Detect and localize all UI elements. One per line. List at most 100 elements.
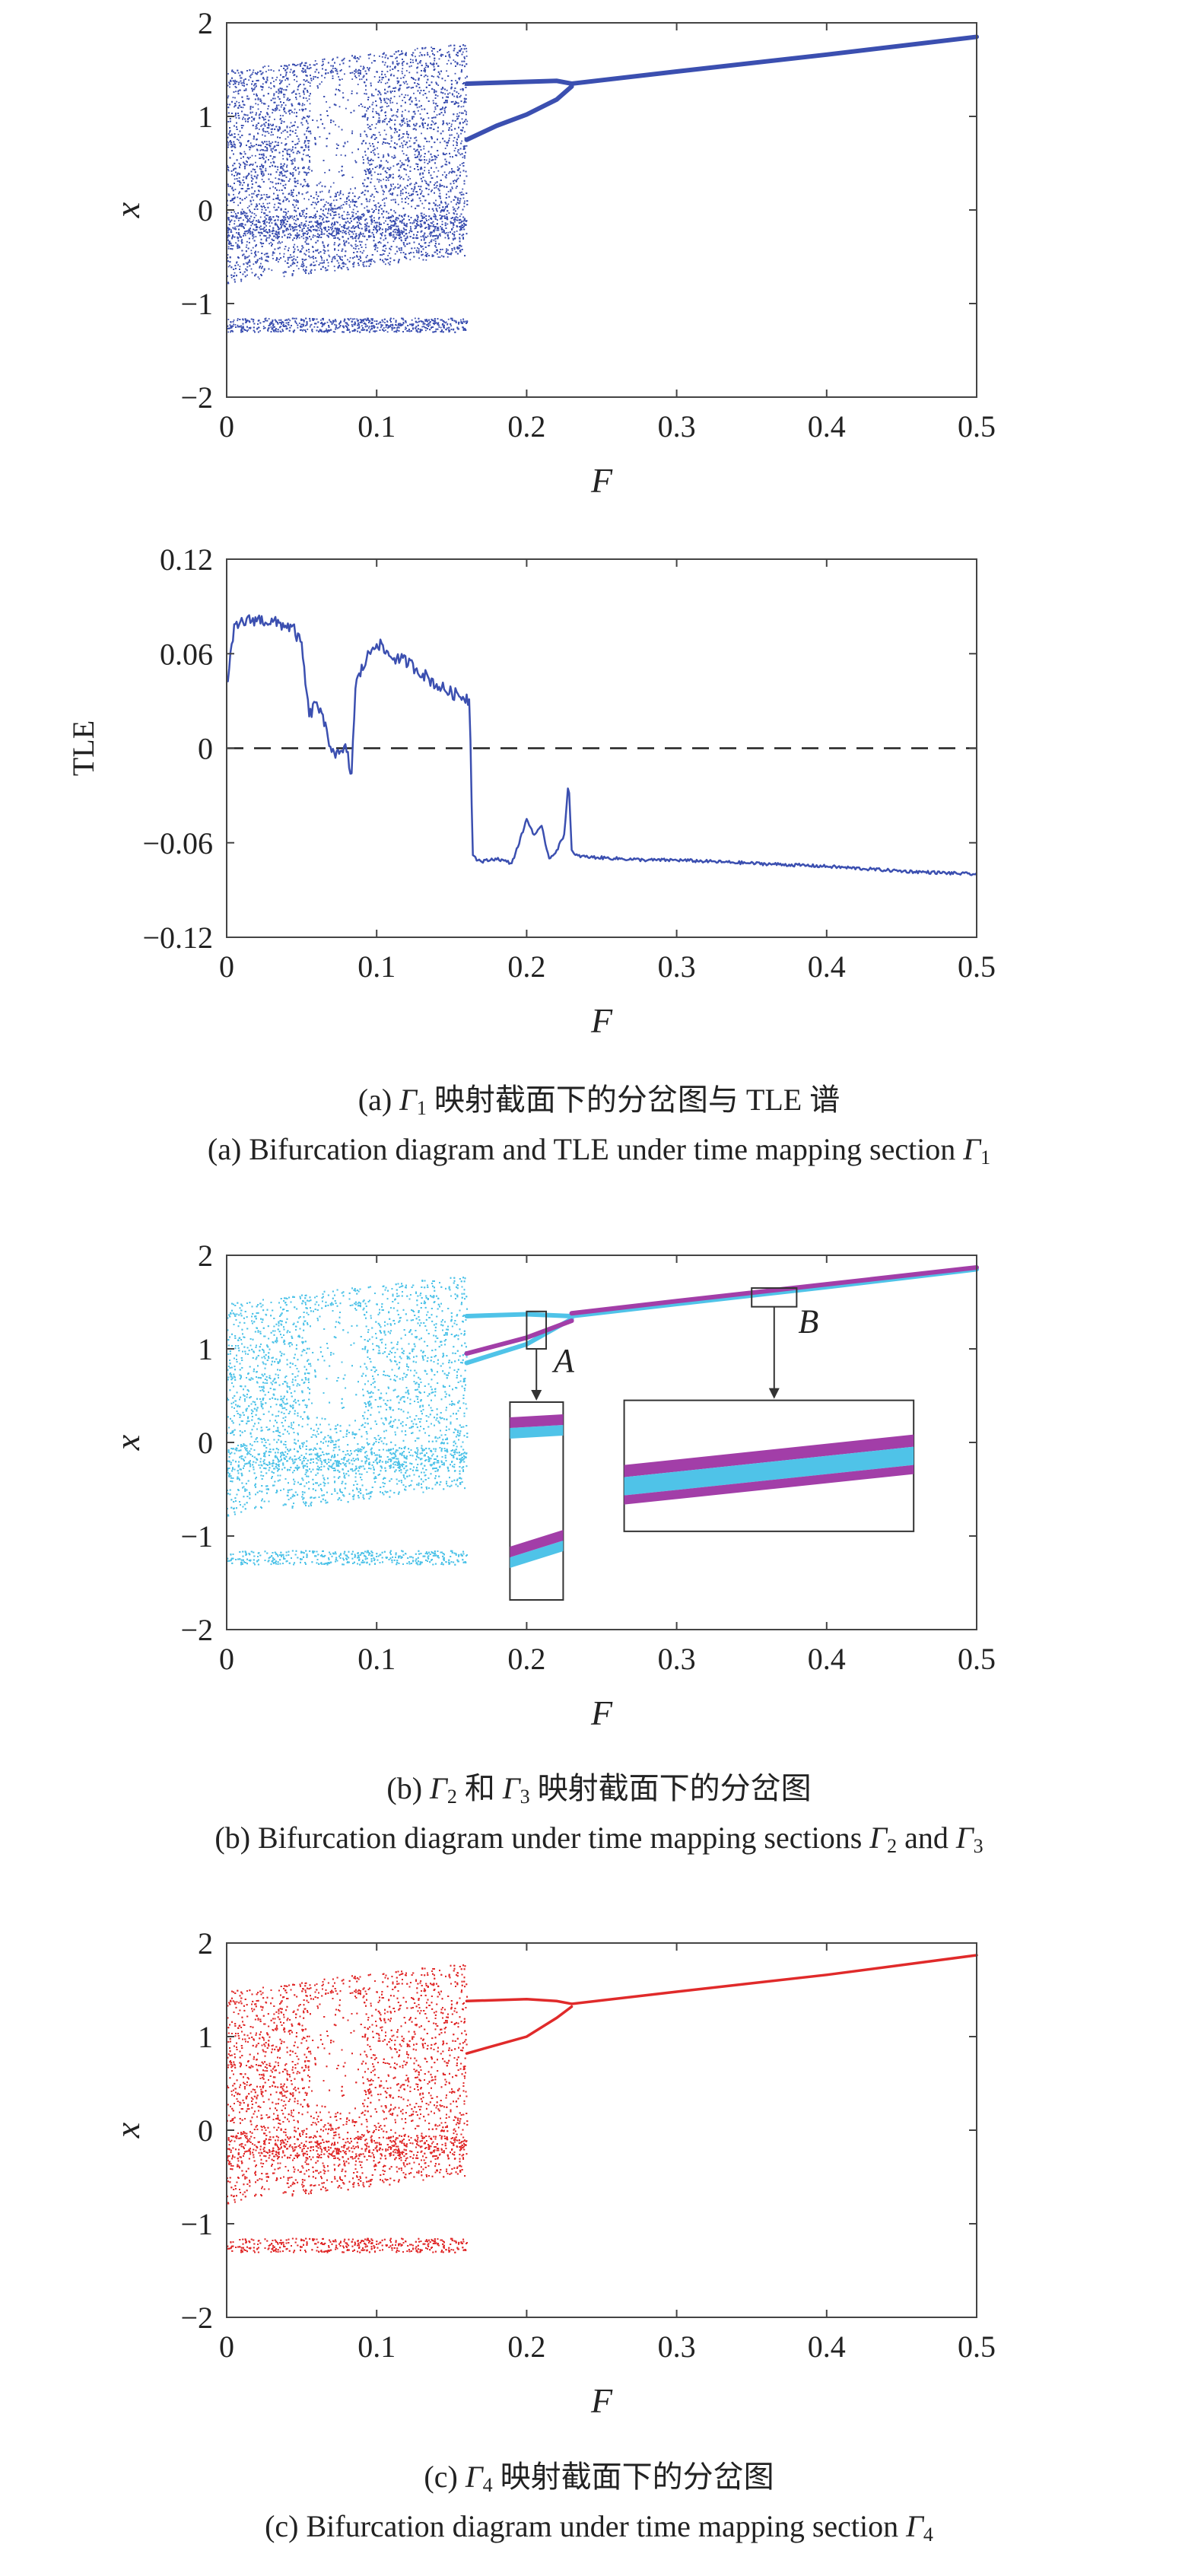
a-bifurcation-point: [351, 192, 354, 194]
a-bifurcation-point: [368, 69, 370, 72]
a-bifurcation-point: [434, 154, 435, 157]
a-bifurcation-point: [232, 97, 234, 99]
a-bifurcation-point: [402, 61, 404, 63]
a-bifurcation-point: [412, 199, 414, 201]
a-bifurcation-point: [424, 167, 426, 168]
a-bifurcation-point: [389, 119, 391, 121]
a-bifurcation-point: [348, 192, 350, 195]
a-bifurcation-point: [314, 229, 316, 231]
a-bifurcation-point: [352, 226, 354, 228]
a-bifurcation-point: [330, 65, 332, 67]
a-bifurcation-point: [396, 82, 399, 84]
a-bifurcation-point: [428, 244, 431, 246]
a-bifurcation-point: [316, 202, 319, 203]
a-bifurcation-point: [450, 156, 451, 157]
a-bifurcation-point: [392, 91, 394, 92]
a-bifurcation-point: [386, 66, 389, 68]
a-bifurcation-point: [376, 231, 377, 234]
a-bifurcation-point: [383, 121, 386, 122]
a-bifurcation-point: [456, 217, 459, 219]
a-bifurcation-point: [405, 173, 408, 176]
a-bifurcation-point: [446, 223, 449, 225]
a-bifurcation-point: [240, 325, 242, 327]
a-bifurcation-point: [447, 59, 450, 62]
a-bifurcation-point: [440, 255, 443, 257]
a-bifurcation-point: [242, 125, 244, 127]
a-bifurcation-point: [394, 67, 396, 69]
a-bifurcation-point: [241, 208, 243, 211]
a-bifurcation-point: [265, 199, 267, 201]
a-bifurcation-point: [423, 213, 425, 215]
a-bifurcation-point: [384, 263, 386, 266]
a-bifurcation-point: [359, 223, 361, 224]
a-bifurcation-point: [388, 325, 390, 326]
a-bifurcation-point: [300, 215, 303, 218]
a-bifurcation-point: [418, 248, 420, 250]
a-bifurcation-point: [234, 198, 236, 199]
a-bifurcation-point: [405, 70, 408, 72]
a-bifurcation-point: [405, 327, 408, 329]
a-bifurcation-point: [386, 102, 388, 104]
a-bifurcation-point: [351, 211, 353, 213]
a-bifurcation-point: [300, 248, 303, 250]
a-bifurcation-point: [246, 266, 249, 268]
a-bifurcation-point: [264, 216, 266, 218]
a-bifurcation-point: [227, 231, 230, 234]
a-bifurcation-point: [410, 228, 412, 231]
a-bifurcation-point: [241, 239, 243, 240]
a-bifurcation-point: [452, 226, 454, 228]
a-bifurcation-point: [261, 102, 263, 104]
a-bifurcation-point: [459, 237, 461, 239]
a-bifurcation-point: [453, 59, 455, 61]
a-bifurcation-point: [237, 90, 240, 92]
a-bifurcation-point: [370, 172, 371, 174]
a-bifurcation-point: [307, 229, 310, 231]
a-bifurcation-point: [399, 250, 401, 251]
a-bifurcation-point: [266, 144, 269, 145]
a-bifurcation-point: [290, 228, 292, 231]
a-bifurcation-point: [303, 184, 305, 186]
a-bifurcation-point: [414, 225, 416, 227]
a-bifurcation-point: [402, 72, 403, 75]
a-bifurcation-point: [427, 253, 428, 255]
a-bifurcation-point: [354, 237, 357, 240]
a-bifurcation-point: [405, 187, 407, 189]
a-bifurcation-point: [451, 134, 453, 136]
a-bifurcation-point: [265, 196, 268, 198]
a-bifurcation-point: [373, 200, 375, 202]
a-bifurcation-point: [236, 100, 238, 103]
a-bifurcation-point: [441, 221, 443, 223]
a-bifurcation-point: [433, 116, 435, 119]
a-bifurcation-point: [262, 326, 265, 328]
a-bifurcation-point: [460, 319, 462, 321]
a-bifurcation-point: [377, 191, 379, 193]
a-bifurcation-point: [392, 173, 394, 176]
a-bifurcation-point: [332, 256, 335, 258]
a-bifurcation-point: [373, 320, 376, 323]
a-bifurcation-point: [294, 200, 297, 202]
a-bifurcation-point: [418, 55, 421, 57]
a-bifurcation-point: [302, 329, 304, 331]
a-bifurcation-point: [345, 107, 347, 110]
a-bifurcation-point: [403, 82, 405, 84]
a-bifurcation-point: [255, 215, 257, 217]
a-bifurcation-point: [314, 217, 316, 219]
a-bifurcation-point: [427, 218, 430, 221]
a-bifurcation-point: [428, 189, 430, 190]
a-bifurcation-point: [424, 252, 427, 253]
a-bifurcation-point: [372, 108, 374, 110]
a-bifurcation-point: [268, 132, 270, 135]
a-bifurcation-point: [289, 215, 291, 217]
a-bifurcation-point: [284, 260, 286, 262]
a-bifurcation-point: [307, 142, 310, 145]
a-bifurcation-point: [272, 323, 275, 326]
a-bifurcation-point: [459, 247, 461, 249]
a-bifurcation-point: [251, 120, 253, 122]
a-bifurcation-point: [237, 264, 239, 266]
a-bifurcation-point: [439, 186, 441, 188]
a-bifurcation-point: [445, 232, 447, 234]
a-bifurcation-point: [287, 136, 289, 138]
a-bifurcation-point: [341, 215, 343, 217]
a-bifurcation-point: [420, 244, 421, 246]
a-bifurcation-point: [316, 260, 318, 262]
